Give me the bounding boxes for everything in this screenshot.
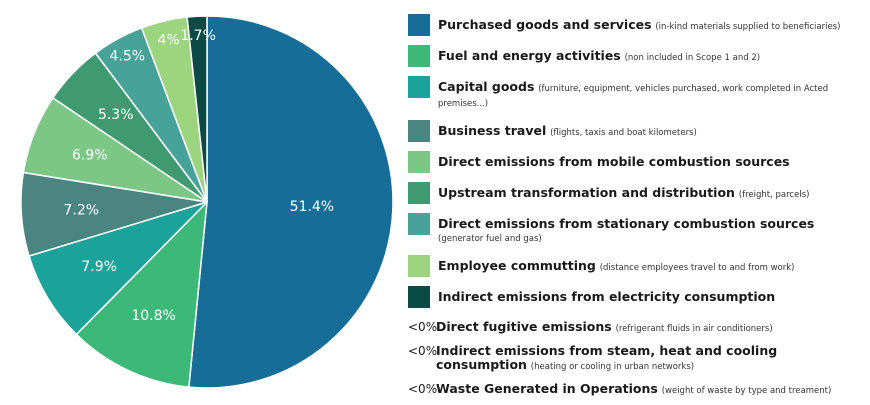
legend-swatch <box>408 120 430 142</box>
legend-name: Upstream transformation and distribution <box>438 185 735 200</box>
legend-name: Indirect emissions from steam, heat and … <box>436 343 778 372</box>
legend-swatch <box>408 182 430 204</box>
legend-swatch <box>408 76 430 98</box>
legend-text: Upstream transformation and distribution… <box>438 182 809 202</box>
legend-name: Indirect emissions from electricity cons… <box>438 289 776 304</box>
legend-note: (heating or cooling in urban networks) <box>530 362 695 372</box>
legend-item: Fuel and energy activities (non included… <box>408 45 863 67</box>
legend-note: (generator fuel and gas) <box>438 234 542 244</box>
legend-note: (distance employees travel to and from w… <box>599 263 795 273</box>
legend-text: Indirect emissions from electricity cons… <box>438 286 775 306</box>
legend-text: Waste Generated in Operations (weight of… <box>436 379 831 398</box>
pie-slice <box>186 15 208 203</box>
legend-note: (non included in Scope 1 and 2) <box>624 53 761 63</box>
legend-name: Employee commutting <box>438 258 596 273</box>
legend: Purchased goods and services (in-kind ma… <box>408 14 863 403</box>
legend-item: Capital goods (furniture, equipment, veh… <box>408 76 863 111</box>
legend-note: (flights, taxis and boat kilometers) <box>550 128 697 138</box>
legend-item: Purchased goods and services (in-kind ma… <box>408 14 863 36</box>
pie-slice <box>28 201 208 336</box>
slice-label: 6.9% <box>72 148 108 164</box>
legend-swatch <box>408 45 430 67</box>
legend-item: Business travel (flights, taxis and boat… <box>408 120 863 142</box>
legend-text: Fuel and energy activities (non included… <box>438 45 760 65</box>
legend-swatch <box>408 14 430 36</box>
pie-chart: 51.4% 10.8% 7.9% 7.2% 6.9% 5.3% 4.5% 4% 1.7% <box>20 15 394 389</box>
slice-label: 4% <box>158 32 180 48</box>
legend-note: (furniture, equipment, vehicles purchase… <box>438 84 829 109</box>
legend-swatch <box>408 151 430 173</box>
legend-name: Direct emissions from mobile combustion … <box>438 154 790 169</box>
legend-name: Purchased goods and services <box>438 17 652 32</box>
legend-note: (in-kind materials supplied to beneficia… <box>655 22 841 32</box>
slice-label: 1.7% <box>180 28 216 44</box>
legend-name: Capital goods <box>438 79 535 94</box>
legend-text: Indirect emissions from steam, heat and … <box>436 341 863 374</box>
legend-minor-item: <0% Indirect emissions from steam, heat … <box>408 341 863 374</box>
legend-item: Upstream transformation and distribution… <box>408 182 863 204</box>
legend-name: Direct emissions from stationary combust… <box>438 216 815 231</box>
legend-swatch <box>408 286 430 308</box>
legend-note: (freight, parcels) <box>738 190 810 200</box>
legend-name: Waste Generated in Operations <box>436 381 658 396</box>
legend-name: Fuel and energy activities <box>438 48 621 63</box>
minor-prefix: <0% <box>408 382 438 396</box>
legend-text: Direct emissions from mobile combustion … <box>438 151 790 171</box>
legend-text: Capital goods (furniture, equipment, veh… <box>438 76 863 111</box>
legend-minor-item: <0% Waste Generated in Operations (weigh… <box>408 379 863 398</box>
legend-name: Direct fugitive emissions <box>436 319 612 334</box>
legend-text: Direct emissions from stationary combust… <box>438 213 863 246</box>
legend-swatch <box>408 213 430 235</box>
legend-item: Direct emissions from mobile combustion … <box>408 151 863 173</box>
legend-text: Purchased goods and services (in-kind ma… <box>438 14 840 34</box>
slice-label: 4.5% <box>109 48 145 64</box>
legend-swatch <box>408 255 430 277</box>
slice-label: 5.3% <box>98 107 134 123</box>
minor-prefix: <0% <box>408 344 438 358</box>
legend-text: Direct fugitive emissions (refrigerant f… <box>436 317 773 336</box>
legend-minor-item: <0% Direct fugitive emissions (refrigera… <box>408 317 863 336</box>
legend-text: Business travel (flights, taxis and boat… <box>438 120 697 140</box>
legend-note: (refrigerant fluids in air conditioners) <box>615 324 773 334</box>
legend-item: Indirect emissions from electricity cons… <box>408 286 863 308</box>
slice-label: 10.8% <box>131 308 175 324</box>
legend-name: Business travel <box>438 123 547 138</box>
slice-label: 7.2% <box>63 203 99 219</box>
legend-item: Employee commutting (distance employees … <box>408 255 863 277</box>
legend-note: (weight of waste by type and treament) <box>661 386 832 396</box>
slice-label: 51.4% <box>290 199 334 215</box>
legend-item: Direct emissions from stationary combust… <box>408 213 863 246</box>
legend-text: Employee commutting (distance employees … <box>438 255 794 275</box>
slice-label: 7.9% <box>81 259 117 275</box>
pie-slice <box>188 15 394 389</box>
pie-slice <box>75 199 208 388</box>
minor-prefix: <0% <box>408 320 438 334</box>
